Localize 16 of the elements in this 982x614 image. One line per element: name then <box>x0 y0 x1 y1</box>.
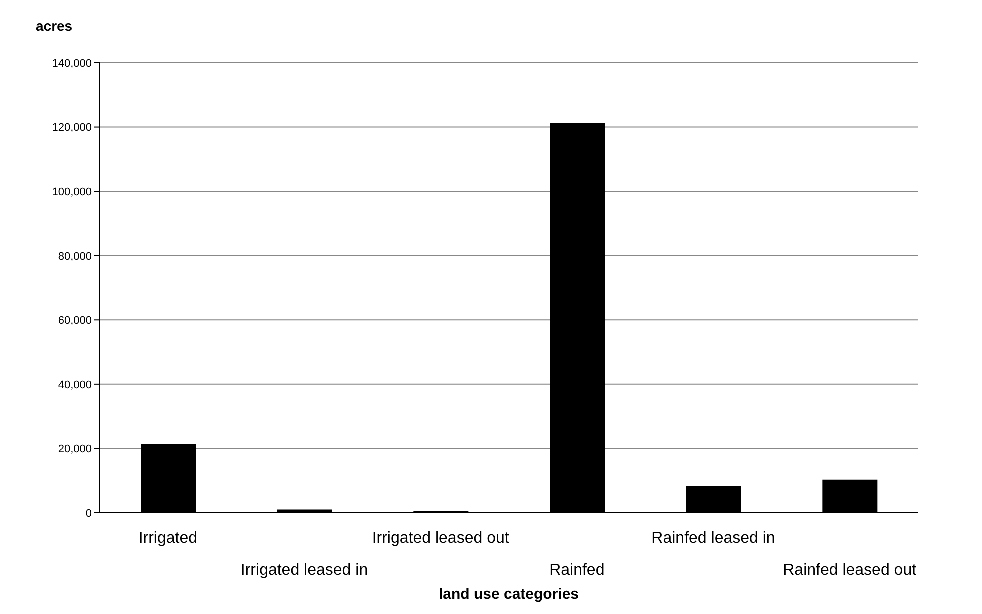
y-tick-label: 60,000 <box>58 315 92 328</box>
x-tick-label: Irrigated leased in <box>240 562 368 579</box>
y-tick-label: 140,000 <box>52 58 92 70</box>
x-tick-label: Irrigated leased out <box>372 530 510 547</box>
y-axis-title: acres <box>36 18 73 34</box>
x-tick-label: Rainfed leased out <box>783 562 918 579</box>
y-tick-label: 40,000 <box>58 379 92 392</box>
x-axis-title: land use categories <box>438 586 580 603</box>
y-tick-label: 0 <box>86 508 92 520</box>
y-tick-label: 120,000 <box>52 122 92 134</box>
y-tick-label: 100,000 <box>52 186 92 198</box>
y-tick-label: 80,000 <box>58 250 92 263</box>
y-tick-label: 20,000 <box>58 444 92 456</box>
x-tick-label: Rainfed <box>550 562 605 579</box>
x-tick-label: Irrigated <box>138 530 198 547</box>
x-tick-label: Rainfed leased in <box>652 530 776 547</box>
